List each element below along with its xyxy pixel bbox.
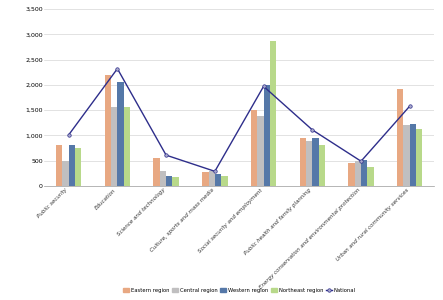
Bar: [257, 116, 264, 186]
Bar: [153, 158, 160, 186]
Bar: [172, 177, 179, 186]
Bar: [397, 89, 404, 186]
Bar: [299, 139, 306, 186]
Bar: [111, 106, 117, 186]
Bar: [124, 106, 130, 186]
Bar: [166, 176, 172, 186]
Bar: [410, 124, 416, 186]
Bar: [62, 161, 69, 186]
Legend: Eastern region, Central region, Western region, Northeast region, National: Eastern region, Central region, Western …: [123, 288, 356, 293]
Bar: [209, 171, 215, 186]
Bar: [367, 167, 374, 186]
Bar: [348, 163, 355, 186]
Bar: [160, 171, 166, 186]
Bar: [56, 145, 62, 186]
Bar: [416, 129, 423, 186]
Bar: [105, 75, 111, 186]
Bar: [312, 138, 319, 186]
Bar: [202, 172, 209, 186]
Bar: [306, 141, 312, 186]
Bar: [355, 161, 361, 186]
Bar: [361, 160, 367, 186]
Bar: [75, 148, 82, 186]
Bar: [319, 145, 325, 186]
Bar: [69, 145, 75, 186]
Bar: [117, 82, 124, 186]
Bar: [270, 41, 276, 186]
Bar: [215, 174, 221, 186]
Bar: [221, 176, 228, 186]
Bar: [264, 85, 270, 186]
Bar: [251, 110, 257, 186]
Bar: [404, 125, 410, 186]
